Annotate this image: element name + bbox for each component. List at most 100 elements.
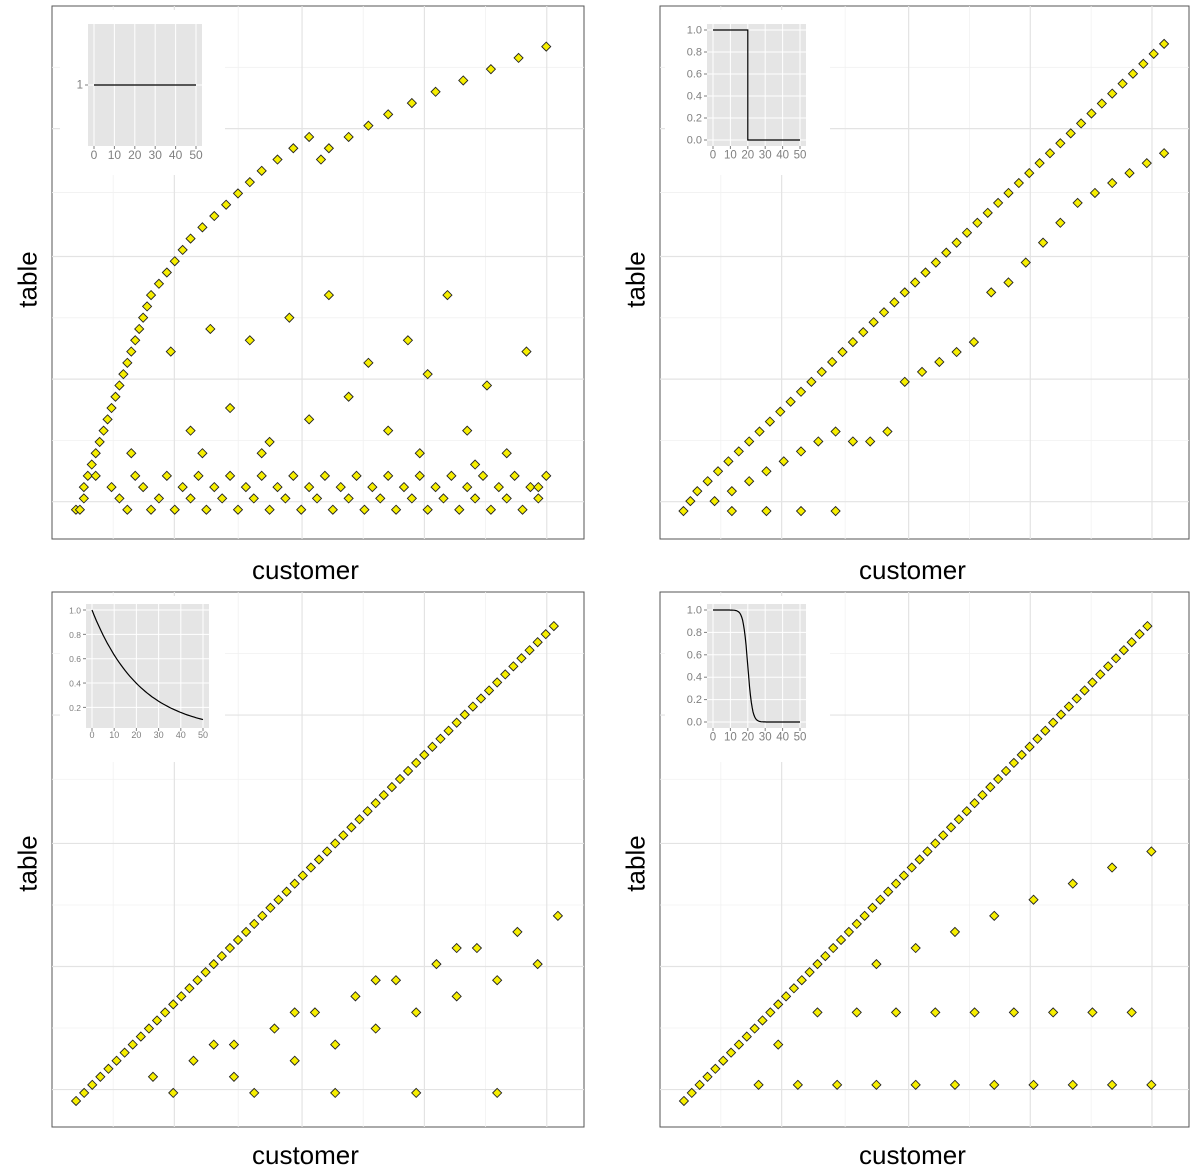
data-point (749, 1023, 760, 1034)
data-point (775, 406, 786, 417)
inset-x-tick-label: 0 (89, 730, 94, 740)
data-point (910, 1079, 921, 1090)
data-point (78, 481, 89, 493)
data-point (1067, 878, 1078, 889)
data-point (82, 470, 93, 481)
data-point (228, 1039, 240, 1050)
data-point (427, 741, 438, 752)
data-point (837, 346, 848, 358)
data-point (951, 237, 962, 248)
data-point (552, 910, 564, 921)
data-point (969, 798, 980, 809)
inset-y-tick-label: 0.8 (687, 627, 702, 639)
data-point (753, 1079, 764, 1090)
data-point (922, 846, 933, 857)
data-point (224, 402, 236, 414)
data-point (264, 504, 275, 515)
y-axis-title: table (620, 835, 651, 892)
data-point (493, 481, 504, 493)
data-point (709, 495, 720, 507)
data-point (281, 886, 292, 897)
data-point (1148, 48, 1159, 59)
data-point (383, 470, 394, 481)
data-point (343, 493, 354, 504)
data-point (438, 493, 449, 504)
data-point (289, 1007, 300, 1018)
data-point (1067, 1079, 1078, 1090)
data-point (712, 466, 724, 477)
inset-x-tick-label: 40 (176, 730, 186, 740)
data-point (256, 470, 267, 481)
data-point (757, 1015, 768, 1026)
data-point (363, 357, 374, 369)
data-point (402, 765, 414, 777)
data-point (1117, 78, 1128, 89)
data-point (111, 1055, 122, 1066)
data-point (710, 1063, 721, 1074)
data-point (513, 52, 524, 64)
data-point (1040, 725, 1051, 736)
data-point (878, 307, 890, 318)
data-point (273, 894, 284, 905)
data-point (477, 470, 489, 481)
data-point (501, 493, 512, 504)
data-point (184, 983, 195, 994)
inset-x-tick-label: 20 (741, 732, 754, 744)
data-point (1024, 741, 1035, 752)
data-point (726, 486, 738, 497)
data-point (532, 637, 543, 648)
data-point (678, 1095, 690, 1107)
data-point (192, 975, 203, 986)
data-point (330, 838, 341, 849)
data-point (865, 436, 876, 447)
inset-y-tick-label: 0.0 (687, 717, 702, 729)
data-point (343, 131, 354, 143)
data-point (386, 781, 398, 793)
data-point (685, 495, 696, 507)
data-point (972, 217, 983, 228)
data-point (288, 470, 299, 481)
data-point (1138, 58, 1149, 69)
data-point (1016, 749, 1027, 761)
data-point (1072, 197, 1083, 209)
data-point (1044, 148, 1056, 159)
data-point (851, 918, 862, 930)
data-point (718, 1055, 729, 1066)
data-point (788, 983, 800, 994)
scatter-plot-2: 0 10 20 30 40 50 1.0 0.8 0.6 0.4 0.2 0.0 (659, 5, 1190, 540)
data-point (678, 505, 689, 517)
data-point (280, 493, 291, 504)
data-point (70, 1095, 82, 1107)
data-point (370, 975, 381, 986)
inset-curve (713, 29, 800, 141)
data-point (161, 470, 172, 481)
data-point (889, 297, 900, 308)
data-point (1141, 158, 1152, 169)
data-point (1087, 1007, 1098, 1018)
inset-y-tick-label: 0.6 (687, 69, 702, 81)
data-point (305, 862, 317, 873)
data-point (110, 391, 121, 402)
data-point (240, 926, 252, 938)
data-point (402, 335, 414, 346)
data-point (414, 470, 425, 481)
data-point (977, 789, 988, 801)
data-point (1124, 167, 1135, 179)
data-point (303, 131, 315, 143)
data-point (161, 267, 172, 278)
data-point (968, 336, 980, 348)
data-point (411, 757, 422, 769)
panel-top-right: 0 10 20 30 40 50 1.0 0.8 0.6 0.4 0.2 0.0 customer t… (605, 0, 1190, 582)
data-point (540, 629, 551, 640)
data-point (224, 942, 236, 954)
data-point (512, 926, 523, 938)
data-point (827, 356, 838, 368)
data-point (289, 1055, 300, 1066)
data-point (249, 918, 260, 930)
data-point (812, 1007, 823, 1018)
data-point (197, 222, 208, 233)
data-point (86, 459, 97, 470)
data-point (471, 942, 483, 954)
data-point (323, 143, 335, 154)
data-point (993, 773, 1004, 785)
